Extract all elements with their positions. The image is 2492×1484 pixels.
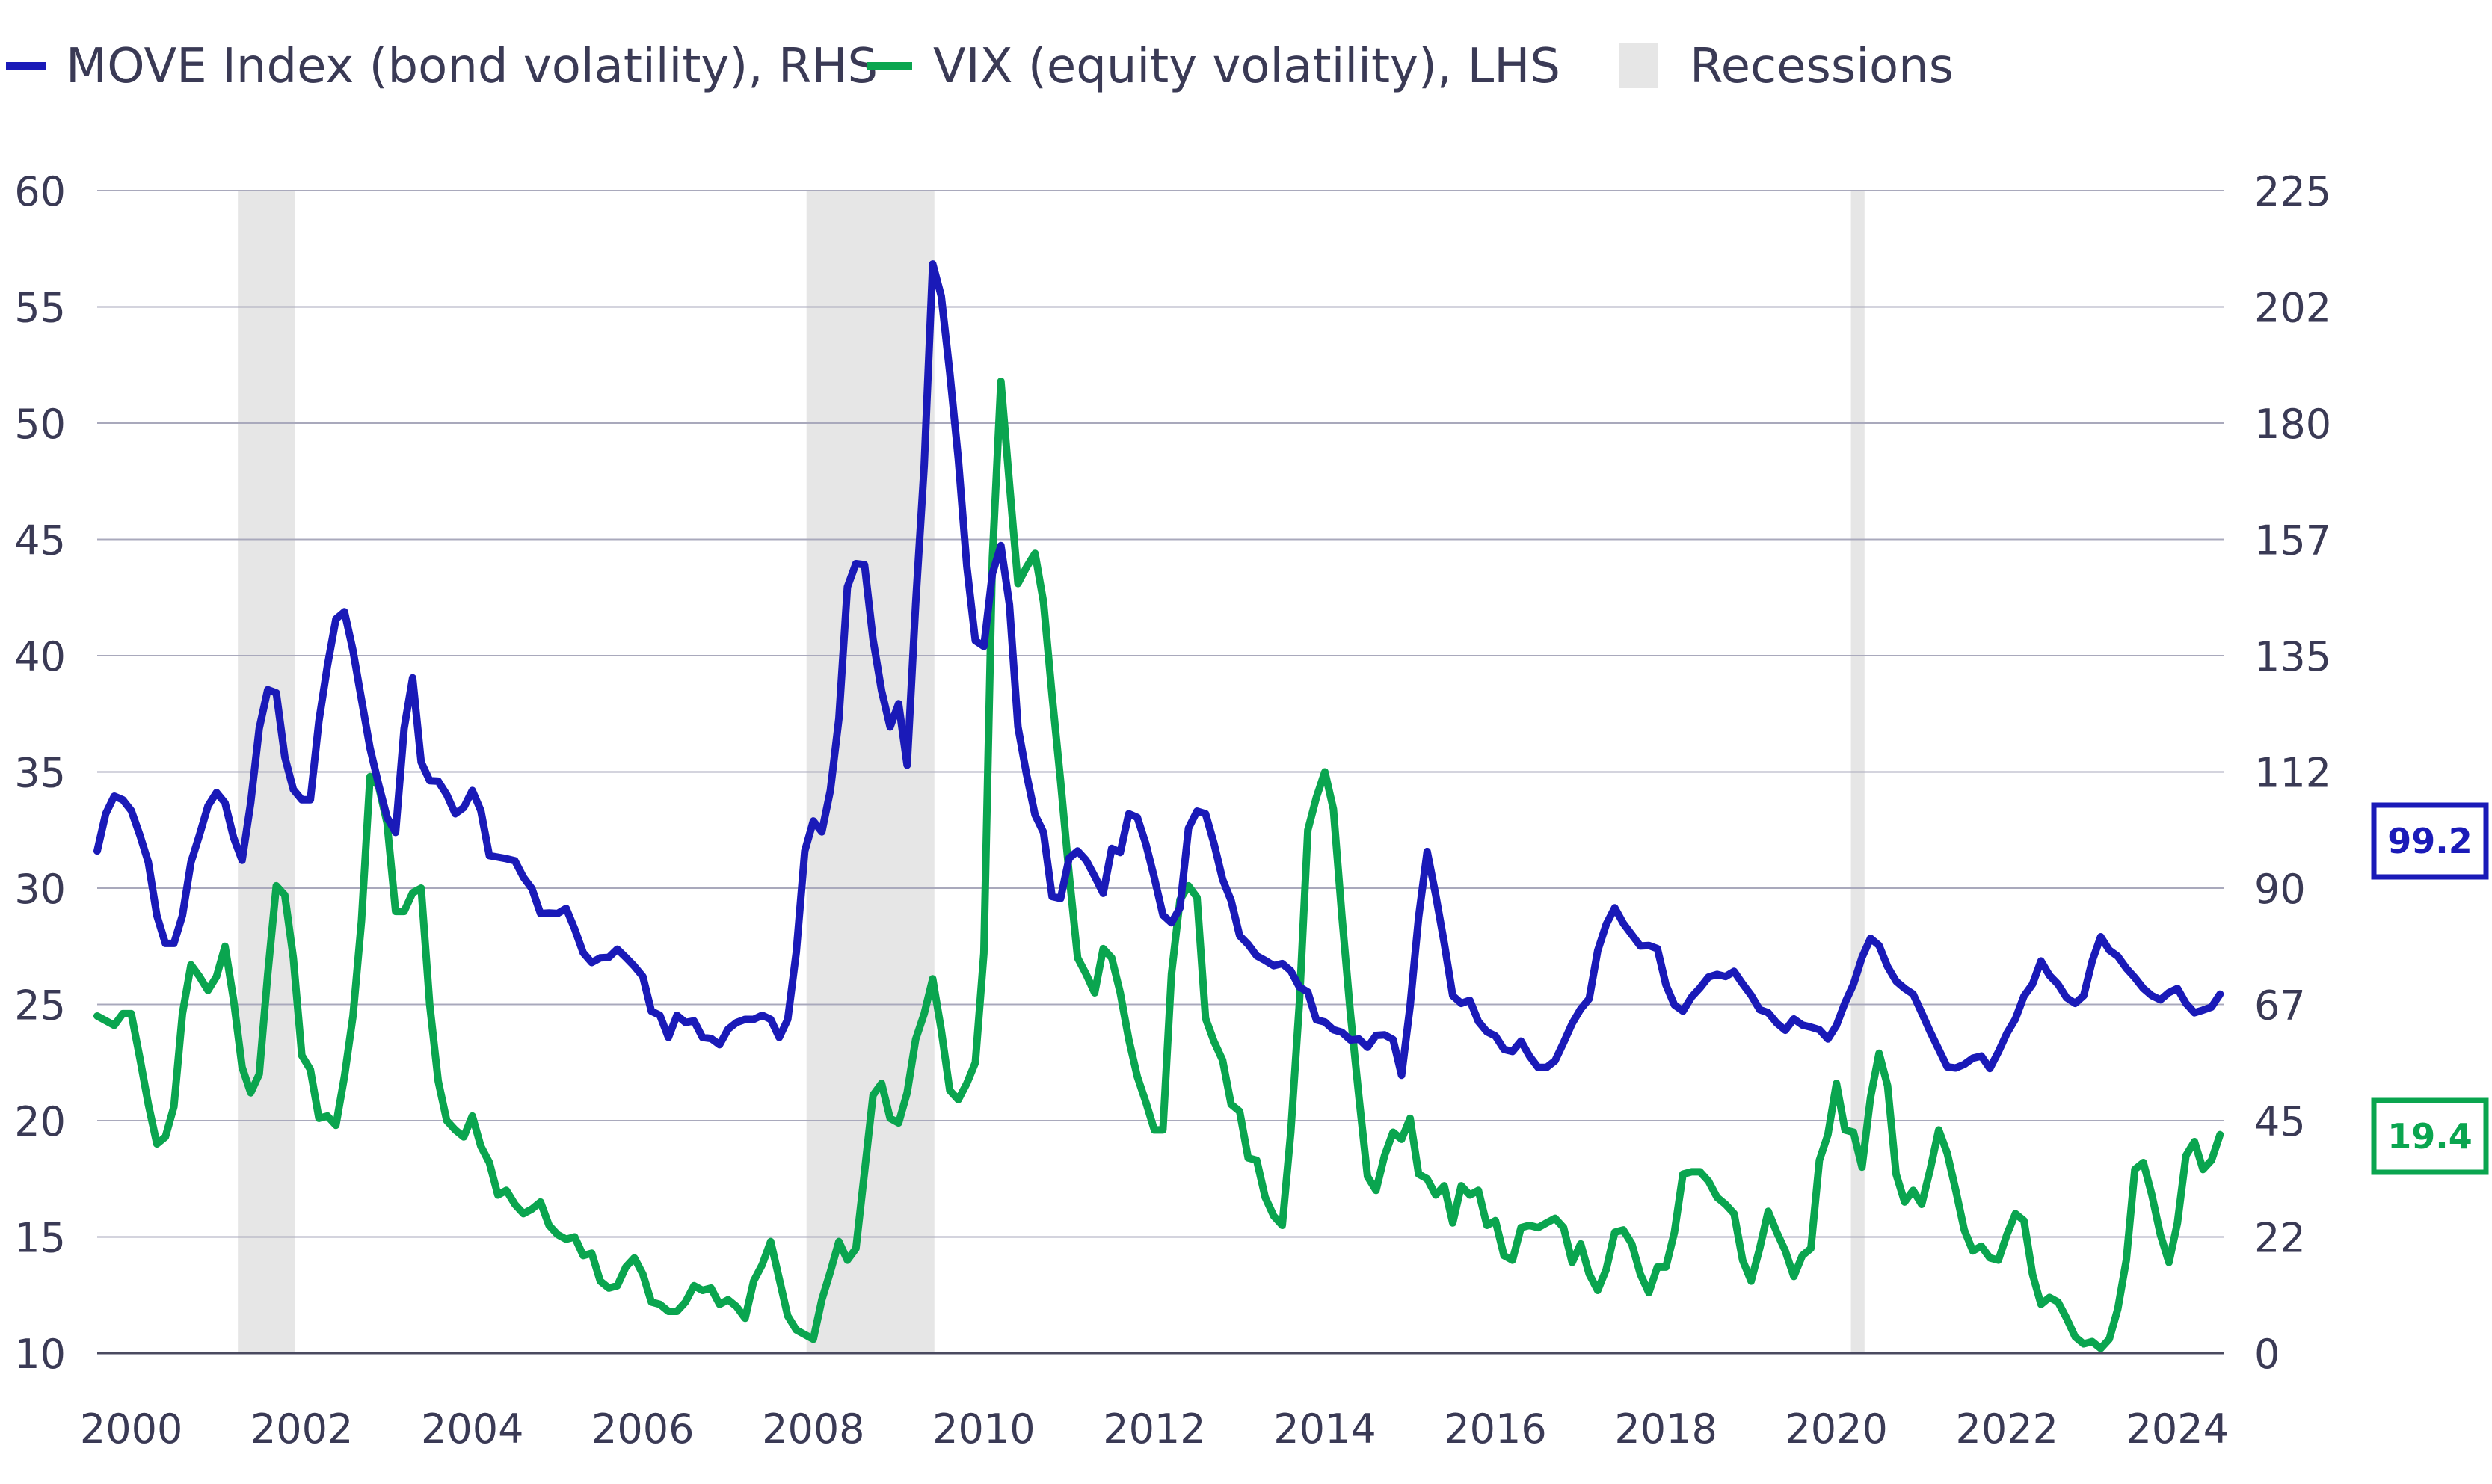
- legend: MOVE Index (bond volatility), RHS VIX (e…: [6, 39, 1954, 94]
- move-end-label-value: 99.2: [2387, 821, 2473, 861]
- x-tick-label: 2022: [1956, 1406, 2058, 1453]
- x-tick-label: 2008: [762, 1406, 864, 1453]
- legend-label-move: MOVE Index (bond volatility), RHS: [66, 39, 878, 94]
- y-right-tick-label: 67: [2254, 982, 2306, 1029]
- x-tick-label: 2002: [250, 1406, 353, 1453]
- vix-series-line: [93, 378, 2224, 1352]
- y-right-tick-label: 22: [2254, 1215, 2306, 1262]
- y-right-tick-label: 45: [2254, 1098, 2306, 1145]
- move-end-label-box: [2371, 802, 2489, 880]
- y-left-tick-label: 35: [14, 750, 66, 797]
- y-right-tick-label: 0: [2254, 1331, 2280, 1378]
- y-right-tick-label: 225: [2254, 168, 2331, 215]
- vix-end-label: 19.4: [2371, 1097, 2489, 1175]
- y-left-tick-label: 40: [14, 633, 66, 680]
- y-left-tick-label: 25: [14, 982, 66, 1029]
- x-tick-label: 2012: [1103, 1406, 1205, 1453]
- y-left-tick-label: 60: [14, 168, 66, 215]
- x-tick-label: 2014: [1273, 1406, 1376, 1453]
- x-tick-label: 2018: [1614, 1406, 1717, 1453]
- x-tick-label: 2010: [932, 1406, 1035, 1453]
- series-lines: [93, 260, 2224, 1352]
- y-left-tick-label: 50: [14, 401, 66, 448]
- axis-ticks: 10 0 15 22 20 45 25 67 30 90 35 112 40 135 45 157 50 180 5…: [14, 168, 2331, 1453]
- y-right-tick-label: 202: [2254, 285, 2331, 332]
- y-right-tick-label: 90: [2254, 866, 2306, 913]
- x-tick-label: 2016: [1444, 1406, 1546, 1453]
- x-tick-label: 2006: [591, 1406, 694, 1453]
- vix-end-label-value: 19.4: [2387, 1116, 2473, 1157]
- y-right-tick-label: 157: [2254, 517, 2331, 564]
- x-tick-label: 2024: [2126, 1406, 2229, 1453]
- y-right-tick-label: 180: [2254, 401, 2331, 448]
- move-end-label: 99.2: [2371, 802, 2489, 880]
- move-series-line: [93, 260, 2224, 1080]
- y-left-tick-label: 45: [14, 517, 66, 564]
- legend-label-vix: VIX (equity volatility), LHS: [933, 39, 1560, 94]
- y-right-tick-label: 112: [2254, 750, 2331, 797]
- x-tick-label: 2004: [421, 1406, 523, 1453]
- gridlines: [97, 190, 2224, 1355]
- y-left-tick-label: 10: [14, 1331, 66, 1378]
- y-left-tick-label: 15: [14, 1215, 66, 1262]
- y-left-tick-label: 55: [14, 285, 66, 332]
- vix-end-label-box: [2371, 1097, 2489, 1175]
- y-right-tick-label: 135: [2254, 633, 2331, 680]
- x-tick-label: 2000: [80, 1406, 182, 1453]
- y-left-tick-label: 20: [14, 1098, 66, 1145]
- legend-label-recessions: Recessions: [1690, 39, 1954, 94]
- legend-swatch-recessions: [1619, 43, 1658, 88]
- x-tick-label: 2020: [1785, 1406, 1887, 1453]
- end-labels: 99.2 19.4: [2371, 802, 2489, 1175]
- y-left-tick-label: 30: [14, 866, 66, 913]
